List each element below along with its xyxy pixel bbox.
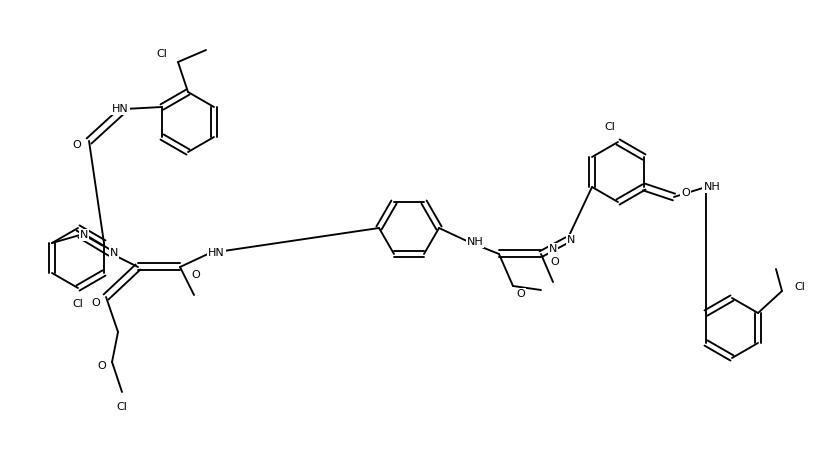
Text: N: N <box>110 248 119 258</box>
Text: Cl: Cl <box>73 299 83 309</box>
Text: O: O <box>97 361 106 371</box>
Text: NH: NH <box>466 237 483 247</box>
Text: N: N <box>80 230 88 240</box>
Text: Cl: Cl <box>156 49 168 59</box>
Text: HN: HN <box>208 248 224 258</box>
Text: N: N <box>567 235 575 245</box>
Text: HN: HN <box>111 104 128 114</box>
Text: NH: NH <box>703 182 721 192</box>
Text: O: O <box>92 298 101 308</box>
Text: O: O <box>517 289 525 299</box>
Text: Cl: Cl <box>117 402 128 412</box>
Text: O: O <box>551 257 560 267</box>
Text: O: O <box>191 270 200 280</box>
Text: O: O <box>73 140 82 150</box>
Text: O: O <box>681 188 690 198</box>
Text: N: N <box>549 244 557 254</box>
Text: Cl: Cl <box>794 282 806 292</box>
Text: Cl: Cl <box>605 122 615 132</box>
